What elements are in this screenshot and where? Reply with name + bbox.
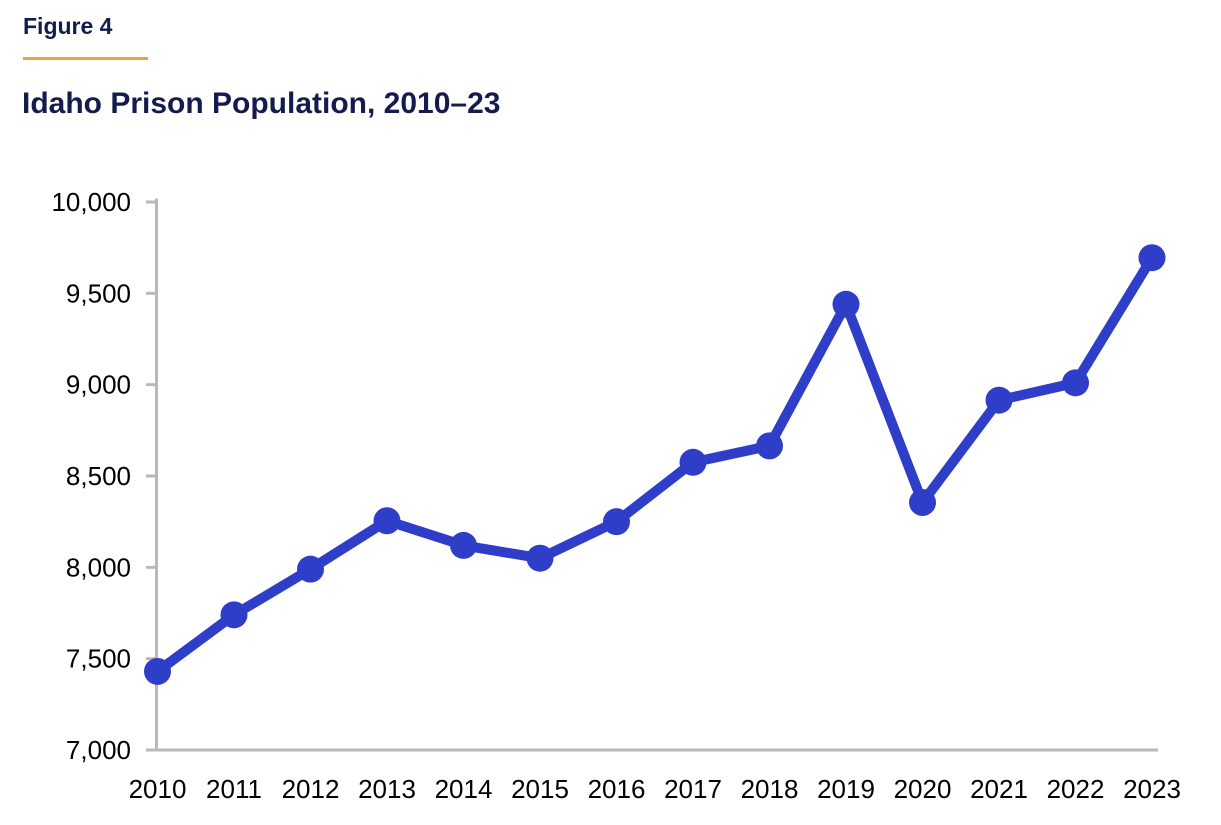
data-point-2014 [450,531,477,559]
data-point-2015 [526,544,554,572]
series-line [152,252,1157,677]
x-tick-label: 2010 [129,774,187,804]
data-point-2023 [1138,244,1166,272]
data-point-2012 [297,555,324,583]
data-point-2010 [144,657,171,685]
data-point-2018 [756,432,783,460]
figure-number-label: Figure 4 [23,13,113,39]
y-tick-label: 9,000 [66,370,131,400]
x-tick-label: 2013 [358,774,416,804]
gold-divider-rule [23,57,148,60]
x-tick-label: 2011 [206,774,262,804]
data-point-2016 [603,508,630,536]
x-tick-label: 2019 [817,774,875,804]
x-tick-label: 2016 [588,774,646,804]
data-point-2019 [832,290,860,318]
data-point-2017 [679,448,707,476]
y-tick-label: 7,500 [66,644,131,674]
x-tick-label: 2021 [970,774,1028,804]
x-tick-label: 2022 [1047,774,1105,804]
data-point-2020 [909,488,936,516]
data-point-2022 [1062,369,1089,397]
x-tick-label: 2017 [664,774,722,804]
data-point-2013 [373,507,401,535]
y-tick-label: 9,500 [66,278,131,308]
y-tick-label: 8,500 [66,461,131,491]
y-tick-label: 7,000 [66,735,131,765]
y-tick-label: 10,000 [51,187,131,217]
y-tick-label: 8,000 [66,552,131,582]
x-tick-label: 2012 [282,774,340,804]
x-tick-label: 2018 [741,774,799,804]
data-point-2011 [220,601,248,629]
x-tick-label: 2023 [1123,774,1181,804]
x-tick-label: 2020 [894,774,952,804]
data-point-2021 [985,386,1013,414]
chart-title: Idaho Prison Population, 2010–23 [22,87,501,120]
x-tick-label: 2015 [511,774,569,804]
x-tick-label: 2014 [435,774,493,804]
